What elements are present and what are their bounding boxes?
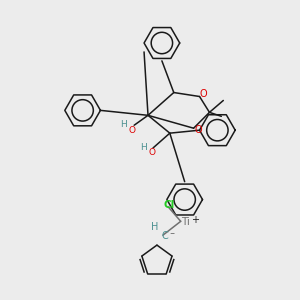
Text: ⁻: ⁻ bbox=[169, 231, 174, 241]
Text: O: O bbox=[129, 126, 136, 135]
Text: C: C bbox=[161, 231, 168, 241]
Text: O: O bbox=[195, 125, 203, 135]
Text: H: H bbox=[151, 222, 159, 232]
Text: O: O bbox=[148, 148, 155, 158]
Text: H: H bbox=[140, 142, 147, 152]
Text: O: O bbox=[200, 88, 207, 98]
Text: H: H bbox=[121, 120, 127, 129]
Text: +: + bbox=[190, 215, 199, 225]
Text: Ti: Ti bbox=[181, 217, 190, 227]
Text: Cl: Cl bbox=[163, 200, 174, 211]
